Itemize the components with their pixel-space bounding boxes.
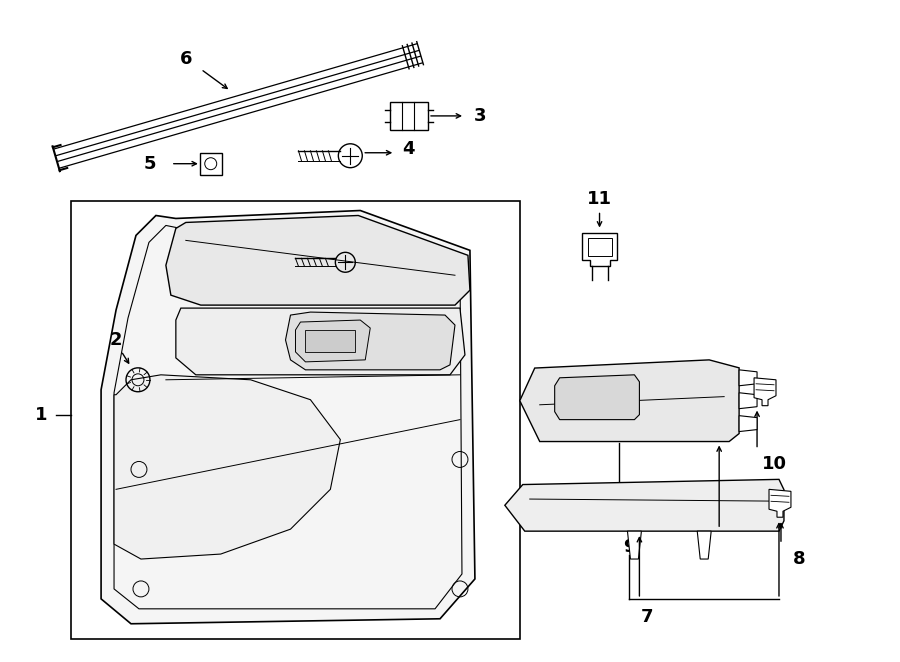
Text: 7: 7: [641, 608, 653, 626]
Text: 4: 4: [402, 140, 414, 158]
Polygon shape: [739, 370, 757, 386]
Text: 6: 6: [180, 50, 192, 68]
Text: 9: 9: [623, 538, 635, 556]
Bar: [200, 153, 221, 175]
Text: 1: 1: [35, 406, 48, 424]
Bar: [588, 238, 611, 256]
Polygon shape: [166, 216, 470, 305]
Polygon shape: [627, 531, 642, 559]
Polygon shape: [295, 320, 370, 362]
Polygon shape: [554, 375, 639, 420]
Text: 10: 10: [761, 455, 787, 473]
Polygon shape: [114, 375, 340, 559]
Text: 5: 5: [143, 155, 156, 173]
Polygon shape: [698, 531, 711, 559]
Polygon shape: [754, 378, 776, 406]
Polygon shape: [581, 234, 617, 266]
Polygon shape: [520, 360, 739, 442]
Bar: [305, 330, 356, 352]
Polygon shape: [176, 308, 465, 375]
Text: 3: 3: [473, 107, 486, 125]
Bar: [391, 102, 428, 130]
Polygon shape: [739, 416, 757, 432]
Polygon shape: [505, 479, 784, 531]
Polygon shape: [101, 211, 475, 624]
Text: 2: 2: [110, 331, 122, 349]
Polygon shape: [285, 312, 455, 370]
Polygon shape: [769, 489, 791, 517]
Text: 8: 8: [793, 550, 806, 568]
Polygon shape: [739, 393, 757, 408]
Bar: [71, 201, 520, 639]
Text: 11: 11: [587, 189, 612, 208]
